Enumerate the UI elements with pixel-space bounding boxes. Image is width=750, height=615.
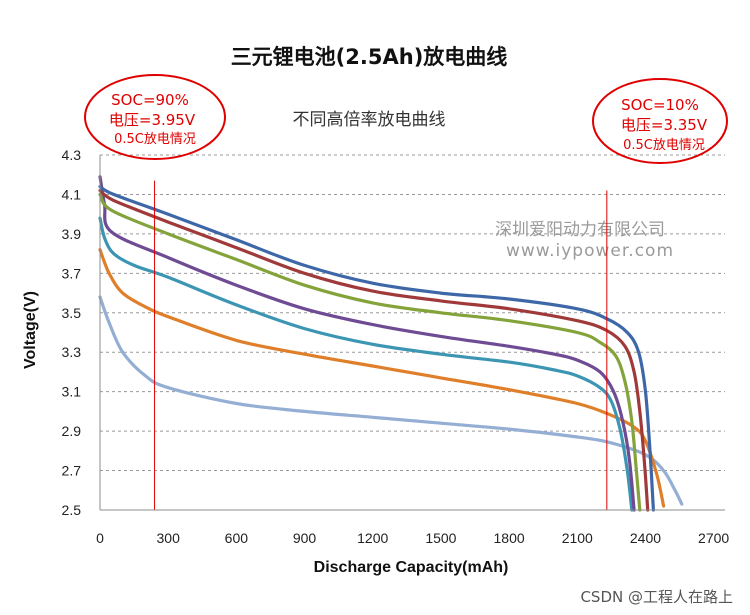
- x-tick-label: 300: [157, 530, 181, 546]
- annotation-left: SOC=90% 电压=3.95V 0.5C放电情况: [84, 74, 226, 160]
- series-line-green: [98, 192, 642, 512]
- x-tick-label: 1200: [357, 530, 388, 546]
- annotation-right-voltage: 电压=3.35V: [621, 116, 708, 134]
- y-tick-label: 4.3: [62, 147, 82, 163]
- y-tick-label: 3.1: [62, 384, 82, 400]
- y-tick-label: 3.3: [62, 344, 82, 360]
- y-tick-label: 2.9: [62, 423, 82, 439]
- chart-title: 三元锂电池(2.5Ah)放电曲线: [231, 45, 508, 69]
- y-tick-label: 3.5: [62, 305, 82, 321]
- x-tick-labels: 0 300 600 900 1200 1500 1800 2100 2400 2700: [96, 530, 729, 546]
- y-tick-label: 3.7: [62, 265, 82, 281]
- chart-subtitle: 不同高倍率放电曲线: [293, 110, 446, 130]
- y-tick-label: 2.7: [62, 463, 82, 479]
- series-line-red: [98, 188, 650, 512]
- y-tick-labels: 2.5 2.7 2.9 3.1 3.3 3.5 3.7 3.9 4.1 4.3: [62, 147, 82, 518]
- x-tick-label: 900: [293, 530, 317, 546]
- annotation-left-soc: SOC=90%: [111, 91, 189, 109]
- axes: [99, 155, 725, 511]
- x-tick-label: 2700: [698, 530, 729, 546]
- grid: [100, 154, 725, 472]
- watermark: 深圳爱阳动力有限公司 www.iypower.com: [495, 220, 674, 261]
- marker-lines: [154, 180, 608, 510]
- x-tick-label: 600: [225, 530, 249, 546]
- y-tick-label: 3.9: [62, 226, 82, 242]
- x-tick-label: 2400: [630, 530, 661, 546]
- y-axis-label: Voltage(V): [22, 291, 39, 369]
- annotation-right: SOC=10% 电压=3.35V 0.5C放电情况: [592, 78, 728, 164]
- x-tick-label: 1500: [425, 530, 456, 546]
- annotation-left-rate: 0.5C放电情况: [114, 132, 196, 147]
- watermark-company: 深圳爱阳动力有限公司: [495, 220, 665, 240]
- x-tick-label: 0: [96, 530, 104, 546]
- x-tick-label: 1800: [494, 530, 525, 546]
- series-line-orange: [98, 248, 666, 508]
- annotation-left-voltage: 电压=3.95V: [109, 111, 196, 129]
- x-axis-label: Discharge Capacity(mAh): [314, 559, 509, 576]
- footer-credit: CSDN @工程人在路上: [580, 588, 733, 606]
- y-tick-label: 4.1: [62, 186, 82, 202]
- series-line-teal: [98, 216, 634, 512]
- x-tick-label: 2100: [562, 530, 593, 546]
- annotation-right-rate: 0.5C放电情况: [623, 138, 705, 153]
- y-tick-label: 2.5: [62, 502, 82, 518]
- annotation-right-ellipse: [592, 78, 728, 164]
- watermark-url: www.iypower.com: [506, 241, 674, 261]
- series-line-purple: [98, 175, 636, 512]
- annotation-right-soc: SOC=10%: [621, 96, 699, 114]
- series-line-blue: [98, 184, 655, 512]
- series-group: [98, 175, 684, 512]
- annotation-left-ellipse: [84, 74, 226, 160]
